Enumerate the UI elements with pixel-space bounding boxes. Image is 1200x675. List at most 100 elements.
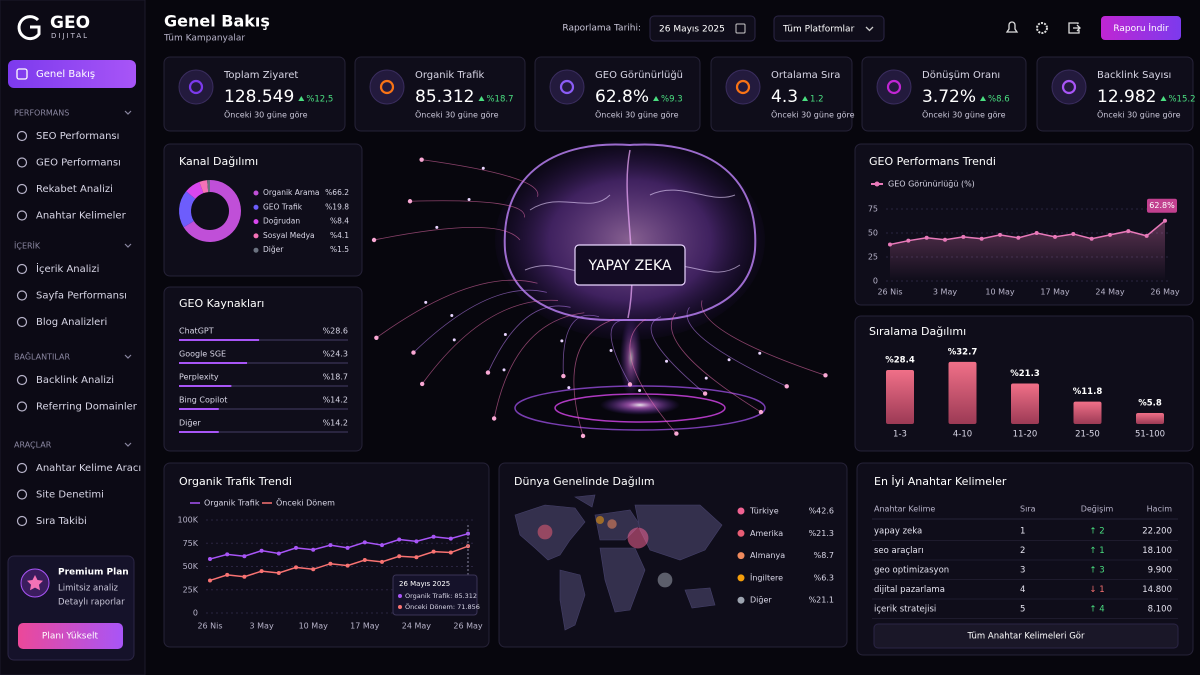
legend-dot xyxy=(874,181,880,187)
download-button-label[interactable]: Raporu İndir xyxy=(1113,23,1169,34)
nav-icon xyxy=(16,401,28,412)
point xyxy=(259,569,264,574)
platform-value[interactable]: Tüm Platformlar xyxy=(782,25,855,35)
nav-item[interactable]: İçerik Analizi xyxy=(36,262,99,275)
legend-dot xyxy=(737,507,745,515)
nav-icon xyxy=(16,316,28,328)
x-tick-label: 17 May xyxy=(1040,288,1070,297)
brand-sub: DIJITAL xyxy=(51,32,89,40)
neural-node xyxy=(758,409,764,415)
progress-bar xyxy=(179,385,232,387)
point xyxy=(414,539,419,544)
neural-node xyxy=(560,339,564,343)
line xyxy=(889,220,1166,246)
x-tick-label: 3 May xyxy=(250,622,274,631)
point xyxy=(276,571,281,576)
nav-item[interactable]: Rekabet Analizi xyxy=(36,184,113,195)
download-button[interactable] xyxy=(1101,16,1181,40)
point xyxy=(888,242,892,247)
chevron xyxy=(124,354,132,359)
star xyxy=(27,575,43,591)
plan-title: Premium Plan xyxy=(58,568,129,578)
view-all-label[interactable]: Tüm Anahtar Kelimeleri Gör xyxy=(967,632,1085,642)
area xyxy=(890,220,1165,281)
date-value[interactable]: 26 Mayıs 2025 xyxy=(659,25,725,35)
point xyxy=(345,545,350,550)
point xyxy=(979,236,984,241)
nav-item[interactable]: Sayfa Performansı xyxy=(36,291,127,302)
table-header: Anahtar Kelime xyxy=(874,505,935,514)
legend-dot xyxy=(737,596,745,604)
neural-node xyxy=(674,431,679,436)
kpi-glyph xyxy=(886,79,902,95)
nav-item[interactable]: GEO Performansı xyxy=(36,158,121,169)
neural-link xyxy=(410,200,525,218)
table-cell: 18.100 xyxy=(1142,546,1172,556)
neural-node xyxy=(481,166,485,170)
table-cell: ↑ 3 xyxy=(1089,566,1104,576)
settings-icon[interactable] xyxy=(1036,22,1048,34)
upgrade-button[interactable] xyxy=(18,623,123,649)
point xyxy=(924,235,929,240)
progress-track xyxy=(179,431,348,433)
nav-item[interactable]: Genel Bakış xyxy=(36,69,95,80)
nav-item[interactable]: Anahtar Kelimeler xyxy=(36,211,127,222)
neural-node xyxy=(467,198,471,202)
table-cell: 3 xyxy=(1020,566,1025,576)
ai-label-box xyxy=(574,244,686,286)
nav-section: BAĞLANTILAR xyxy=(14,351,70,362)
table-cell: 1 xyxy=(1020,527,1025,537)
point xyxy=(380,559,384,564)
plan-line: Limitsiz analiz xyxy=(58,584,119,594)
tooltip-date: 26 Mayıs 2025 xyxy=(399,580,450,588)
legend-dot xyxy=(737,574,745,582)
legend-label: Organik Trafik xyxy=(204,499,260,508)
point xyxy=(328,543,333,548)
kpi-label: Ortalama Sıra xyxy=(771,70,840,81)
kpi-glyph xyxy=(379,79,395,95)
table-cell: geo optimizasyon xyxy=(874,566,949,576)
neural-node xyxy=(580,433,586,439)
x-tick-label: 21-50 xyxy=(1075,430,1100,440)
view-all-button[interactable] xyxy=(873,623,1179,649)
nav-icon xyxy=(16,68,28,80)
x-tick-label: 1-3 xyxy=(893,430,907,440)
bar xyxy=(948,361,977,424)
chevron xyxy=(124,110,132,115)
bell-icon[interactable] xyxy=(1005,21,1019,33)
neural-node xyxy=(567,386,571,390)
neural-node xyxy=(502,368,506,372)
legend-dot xyxy=(737,529,745,537)
upgrade-button-label[interactable]: Planı Yükselt xyxy=(42,632,99,642)
legend-dot xyxy=(737,552,745,560)
legend-label: Doğrudan xyxy=(263,217,300,226)
export-icon[interactable] xyxy=(1068,22,1081,34)
nav-item[interactable]: Blog Analizleri xyxy=(36,317,107,328)
platform-select[interactable] xyxy=(773,15,885,42)
date-picker[interactable] xyxy=(649,15,756,42)
nav-item[interactable]: Sıra Takibi xyxy=(36,516,87,527)
point xyxy=(362,540,367,545)
nav-item[interactable]: Site Denetimi xyxy=(36,490,104,501)
progress-bar xyxy=(179,362,248,364)
legend-dot xyxy=(253,190,259,196)
progress-track xyxy=(179,362,348,364)
kpi-glyph xyxy=(735,79,751,95)
table-cell: 9.900 xyxy=(1148,566,1172,576)
card xyxy=(163,56,346,132)
legend-value: %21.3 xyxy=(809,529,834,538)
nav-item[interactable]: Referring Domainler xyxy=(36,402,138,413)
nav-item[interactable]: SEO Performansı xyxy=(36,131,119,142)
bar-value-label: %21.3 xyxy=(1010,369,1040,379)
progress-bar xyxy=(179,339,260,341)
point xyxy=(225,552,230,557)
point xyxy=(431,534,436,539)
nav-item[interactable]: Anahtar Kelime Aracı xyxy=(36,463,141,474)
table-cell: 2 xyxy=(1020,546,1025,556)
logo-icon xyxy=(17,15,41,41)
table-header: Sıra xyxy=(1020,505,1036,514)
x-tick-label: 17 May xyxy=(350,622,380,631)
nav-item[interactable]: Backlink Analizi xyxy=(36,375,114,386)
table-cell: 5 xyxy=(1020,605,1025,615)
nav-active[interactable] xyxy=(8,60,136,88)
